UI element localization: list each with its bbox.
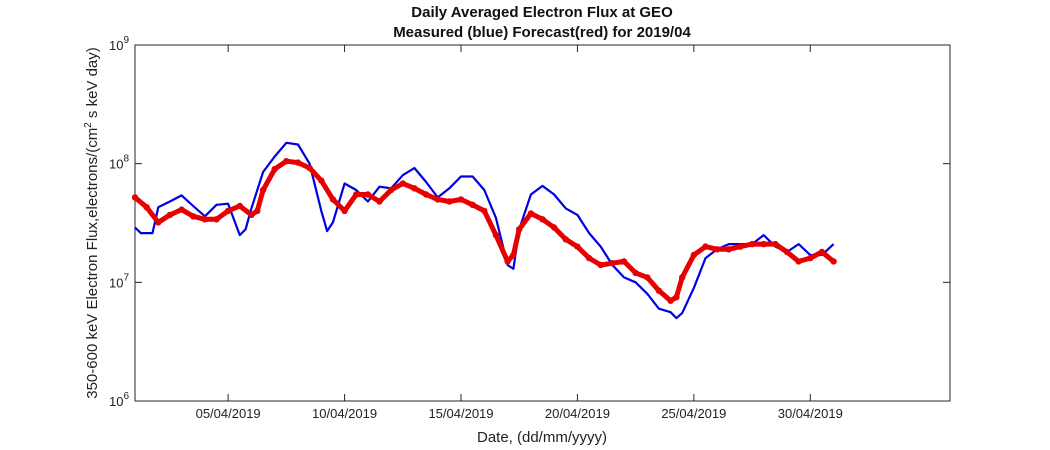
forecast-point — [702, 243, 709, 250]
y-tick-exponent: 7 — [123, 272, 129, 283]
forecast-point — [504, 258, 511, 265]
forecast-point — [772, 240, 779, 248]
y-axis-label: 350-600 keV Electron Flux,electrons/(cm2… — [83, 47, 101, 399]
forecast-point — [469, 201, 476, 208]
forecast-point — [713, 246, 721, 253]
y-tick-exponent: 9 — [123, 35, 129, 46]
forecast-point — [353, 191, 360, 198]
forecast-point — [457, 196, 465, 203]
x-axis-label: Date, (dd/mm/yyyy) — [477, 429, 607, 446]
forecast-point — [516, 226, 523, 233]
forecast-point — [318, 177, 325, 184]
forecast-point — [679, 274, 686, 281]
forecast-point — [376, 198, 383, 205]
measured-series-line — [134, 141, 835, 320]
forecast-point — [748, 240, 756, 248]
chart-subtitle: Measured (blue) Forecast(red) for 2019/0… — [393, 24, 691, 41]
y-tick-label: 106 — [109, 391, 129, 409]
forecast-series-line — [132, 158, 837, 304]
forecast-point — [737, 243, 744, 250]
plot-area — [134, 44, 951, 402]
forecast-point — [620, 258, 628, 265]
series-layer — [131, 141, 837, 320]
forecast-point — [166, 211, 174, 219]
forecast-point — [224, 207, 232, 215]
forecast-point — [131, 194, 139, 201]
forecast-point — [527, 210, 535, 217]
forecast-point — [609, 260, 616, 267]
forecast-point — [411, 185, 418, 192]
forecast-point — [690, 251, 698, 259]
forecast-point — [673, 294, 680, 301]
forecast-point — [585, 254, 593, 262]
y-tick-base: 10 — [109, 157, 123, 172]
chart-title: Daily Averaged Electron Flux at GEO — [411, 4, 673, 21]
y-tick-base: 10 — [109, 275, 123, 290]
forecast-point — [446, 198, 453, 205]
y-tick-label: 108 — [109, 154, 129, 172]
forecast-point — [236, 202, 243, 210]
forecast-point — [259, 186, 267, 194]
y-axis-label-sup: 2 — [83, 122, 94, 128]
forecast-point — [574, 243, 581, 250]
forecast-point — [294, 159, 302, 166]
forecast-point — [306, 164, 313, 172]
x-tick-label: 25/04/2019 — [661, 406, 726, 421]
forecast-point — [783, 248, 791, 256]
forecast-point — [434, 196, 441, 203]
y-tick-label: 107 — [109, 272, 129, 290]
y-tick-base: 10 — [109, 38, 123, 53]
forecast-point — [550, 224, 558, 231]
forecast-point — [399, 180, 406, 187]
forecast-point — [539, 216, 546, 223]
x-tick-label: 30/04/2019 — [778, 406, 843, 421]
forecast-point — [248, 211, 255, 219]
forecast-point — [830, 258, 837, 265]
x-tick-label: 05/04/2019 — [196, 406, 261, 421]
forecast-point — [143, 204, 150, 211]
forecast-point — [201, 216, 209, 223]
forecast-point — [190, 213, 197, 220]
forecast-point — [632, 269, 639, 277]
forecast-point — [387, 186, 395, 194]
x-axis: 05/04/2019 10/04/2019 15/04/2019 20/04/2019… — [196, 45, 843, 421]
forecast-point — [364, 191, 372, 198]
forecast-point — [667, 297, 674, 304]
forecast-point — [271, 165, 278, 173]
forecast-point — [481, 207, 488, 215]
y-tick-exponent: 6 — [123, 391, 129, 402]
y-tick-exponent: 8 — [123, 154, 129, 165]
y-axis-label-prefix: 350-600 keV Electron Flux,electrons/(cm — [84, 128, 101, 399]
forecast-point — [655, 287, 663, 294]
forecast-point — [795, 258, 802, 265]
forecast-point — [341, 207, 348, 215]
forecast-point — [725, 246, 732, 253]
forecast-point — [422, 191, 430, 198]
y-tick-base: 10 — [109, 394, 123, 409]
forecast-point — [283, 158, 290, 165]
forecast-point — [510, 251, 517, 259]
forecast-point — [329, 196, 337, 203]
x-tick-label: 15/04/2019 — [428, 406, 493, 421]
forecast-point — [760, 240, 767, 248]
forecast-point — [644, 274, 651, 281]
forecast-point — [178, 206, 185, 213]
forecast-point — [562, 236, 569, 243]
y-axis-label-suffix: s keV day) — [84, 47, 101, 122]
y-tick-label: 109 — [109, 35, 129, 53]
forecast-point — [492, 231, 500, 239]
forecast-point — [807, 254, 814, 262]
forecast-point — [597, 261, 604, 269]
x-tick-label: 10/04/2019 — [312, 406, 377, 421]
forecast-point — [818, 248, 826, 256]
forecast-point — [213, 216, 220, 223]
x-tick-label: 20/04/2019 — [545, 406, 610, 421]
forecast-point — [254, 207, 261, 215]
forecast-point — [155, 219, 162, 226]
